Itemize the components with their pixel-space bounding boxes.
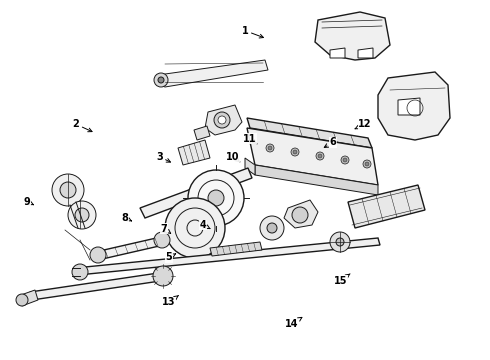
Polygon shape bbox=[315, 12, 390, 60]
Circle shape bbox=[291, 148, 299, 156]
Text: 8: 8 bbox=[122, 213, 132, 223]
Circle shape bbox=[165, 198, 225, 258]
Circle shape bbox=[214, 112, 230, 128]
Circle shape bbox=[154, 232, 170, 248]
Text: 10: 10 bbox=[226, 152, 240, 162]
Text: 5: 5 bbox=[166, 252, 175, 262]
Polygon shape bbox=[245, 158, 255, 175]
Circle shape bbox=[154, 73, 168, 87]
Circle shape bbox=[60, 182, 76, 198]
Text: 4: 4 bbox=[200, 220, 210, 230]
Text: 6: 6 bbox=[324, 137, 337, 148]
Text: 1: 1 bbox=[242, 26, 264, 38]
Polygon shape bbox=[194, 126, 210, 140]
Polygon shape bbox=[158, 60, 268, 87]
Text: 9: 9 bbox=[24, 197, 33, 207]
Text: 2: 2 bbox=[73, 119, 92, 132]
Circle shape bbox=[267, 223, 277, 233]
Circle shape bbox=[341, 156, 349, 164]
Polygon shape bbox=[284, 200, 318, 228]
Circle shape bbox=[316, 152, 324, 160]
Polygon shape bbox=[178, 140, 210, 165]
Text: 15: 15 bbox=[334, 274, 350, 286]
Polygon shape bbox=[18, 290, 38, 306]
Circle shape bbox=[72, 264, 88, 280]
Text: 3: 3 bbox=[156, 152, 171, 162]
Text: 12: 12 bbox=[355, 119, 372, 129]
Circle shape bbox=[343, 158, 347, 162]
Circle shape bbox=[158, 77, 164, 83]
Circle shape bbox=[363, 160, 371, 168]
Polygon shape bbox=[348, 185, 425, 228]
Text: 14: 14 bbox=[285, 318, 302, 329]
Circle shape bbox=[266, 144, 274, 152]
Text: 7: 7 bbox=[161, 224, 171, 234]
Circle shape bbox=[268, 146, 272, 150]
Polygon shape bbox=[247, 118, 372, 148]
Polygon shape bbox=[95, 236, 168, 260]
Circle shape bbox=[208, 190, 224, 206]
Polygon shape bbox=[398, 98, 420, 115]
Circle shape bbox=[292, 207, 308, 223]
Circle shape bbox=[16, 294, 28, 306]
Circle shape bbox=[188, 170, 244, 226]
Text: 11: 11 bbox=[243, 134, 257, 144]
Circle shape bbox=[153, 266, 173, 286]
Polygon shape bbox=[75, 238, 380, 275]
Polygon shape bbox=[255, 165, 378, 195]
Circle shape bbox=[90, 247, 106, 263]
Polygon shape bbox=[330, 48, 345, 58]
Circle shape bbox=[260, 216, 284, 240]
Polygon shape bbox=[140, 168, 252, 218]
Polygon shape bbox=[358, 48, 373, 58]
Polygon shape bbox=[210, 242, 262, 256]
Polygon shape bbox=[205, 105, 242, 135]
Polygon shape bbox=[378, 72, 450, 140]
Text: 13: 13 bbox=[162, 296, 178, 307]
Circle shape bbox=[293, 150, 297, 154]
Polygon shape bbox=[247, 128, 378, 185]
Circle shape bbox=[365, 162, 369, 166]
Circle shape bbox=[68, 201, 96, 229]
Circle shape bbox=[330, 232, 350, 252]
Circle shape bbox=[218, 116, 226, 124]
Circle shape bbox=[336, 238, 344, 246]
Circle shape bbox=[318, 154, 322, 158]
Circle shape bbox=[75, 208, 89, 222]
Circle shape bbox=[52, 174, 84, 206]
Polygon shape bbox=[30, 272, 167, 300]
